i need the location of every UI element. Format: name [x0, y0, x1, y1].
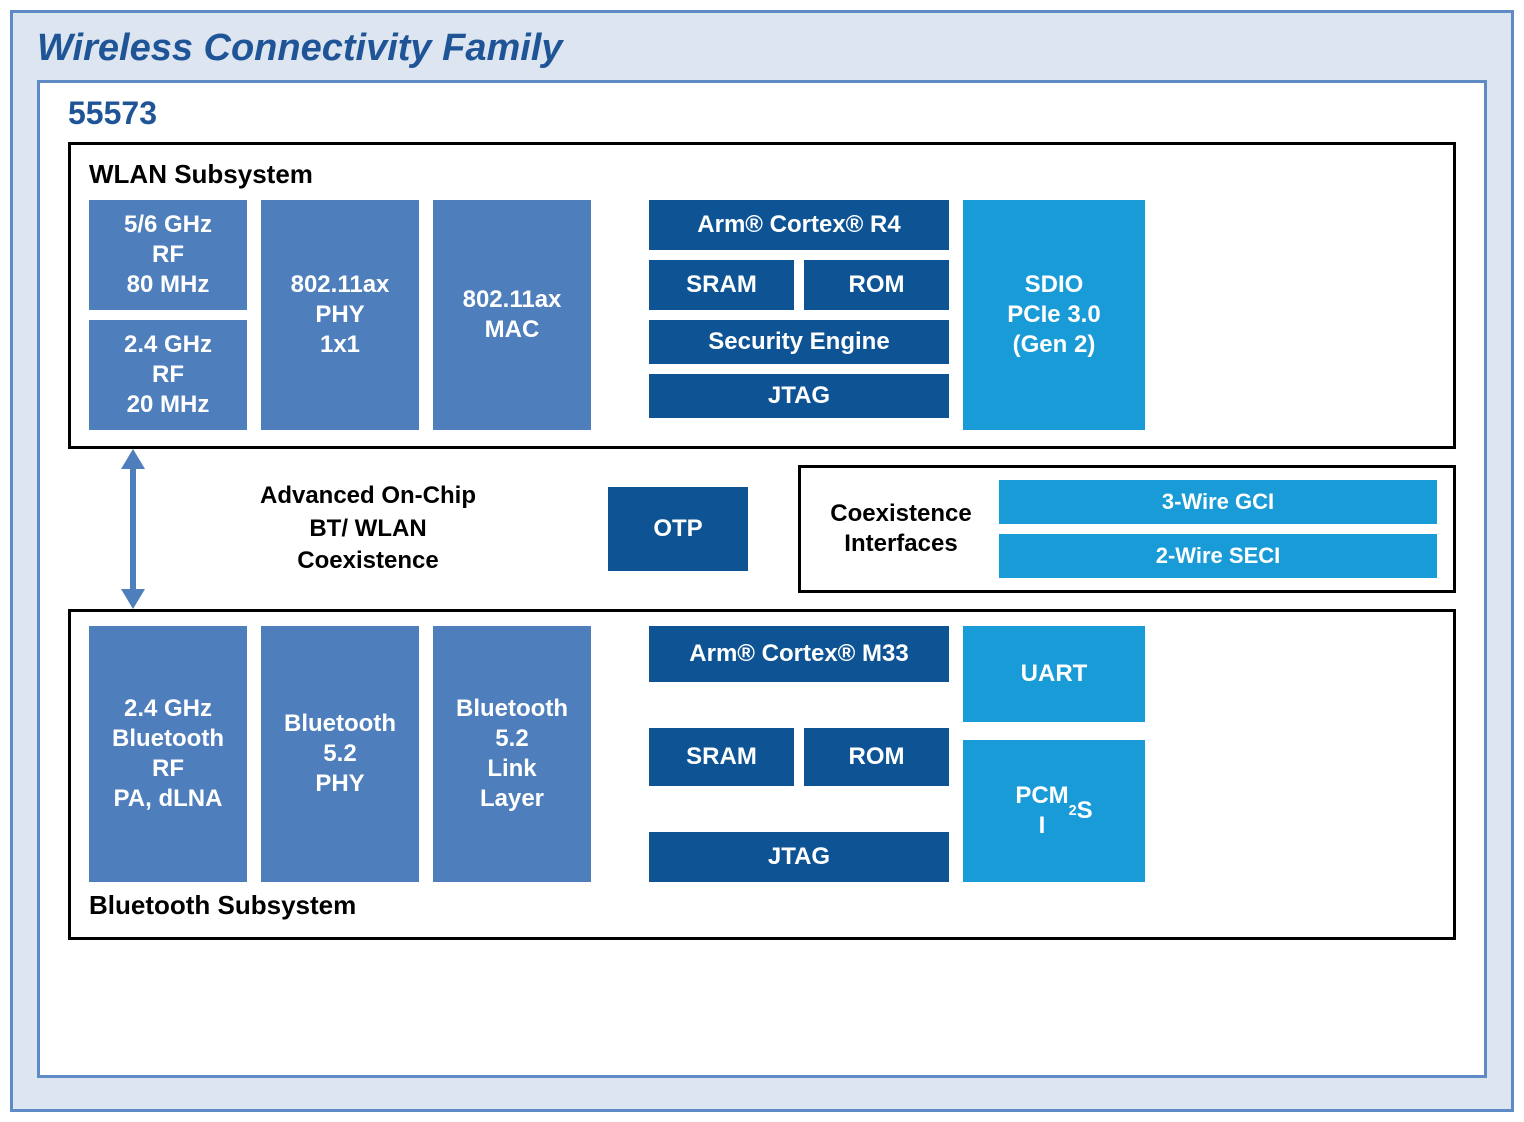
bt-uart-block: UART [963, 626, 1145, 722]
wlan-mem-row: SRAM ROM [649, 260, 949, 310]
bt-title: Bluetooth Subsystem [89, 890, 1435, 921]
otp-block: OTP [608, 487, 748, 571]
bt-subsystem: 2.4 GHzBluetoothRFPA, dLNA Bluetooth5.2P… [68, 609, 1456, 940]
coex-interfaces-box: CoexistenceInterfaces 3-Wire GCI 2-Wire … [798, 465, 1456, 593]
gci-block: 3-Wire GCI [999, 480, 1437, 524]
wlan-sram-block: SRAM [649, 260, 794, 310]
wlan-rf-24-block: 2.4 GHzRF20 MHz [89, 320, 247, 430]
wlan-rf-5g-block: 5/6 GHzRF80 MHz [89, 200, 247, 310]
bt-link-layer-block: Bluetooth5.2LinkLayer [433, 626, 591, 882]
wlan-subsystem: WLAN Subsystem 5/6 GHzRF80 MHz 2.4 GHzRF… [68, 142, 1456, 449]
page-title: Wireless Connectivity Family [37, 27, 1487, 70]
wlan-jtag-block: JTAG [649, 374, 949, 418]
bt-rf-block: 2.4 GHzBluetoothRFPA, dLNA [89, 626, 247, 882]
bt-rom-block: ROM [804, 728, 949, 786]
coex-text: Advanced On-ChipBT/ WLANCoexistence [198, 480, 538, 577]
spacer [605, 200, 635, 430]
wlan-phy-block: 802.11axPHY1x1 [261, 200, 419, 430]
bt-mem-row: SRAM ROM [649, 728, 949, 786]
chip-frame: 55573 WLAN Subsystem 5/6 GHzRF80 MHz 2.4… [37, 80, 1487, 1078]
bt-cpu-block: Arm® Cortex® M33 [649, 626, 949, 682]
coex-interfaces-label: CoexistenceInterfaces [821, 499, 981, 559]
wlan-title: WLAN Subsystem [89, 159, 1435, 190]
coex-items: 3-Wire GCI 2-Wire SECI [999, 480, 1437, 578]
bt-io-col: UART PCMI2S [963, 626, 1145, 882]
bt-phy-block: Bluetooth5.2PHY [261, 626, 419, 882]
spacer [605, 626, 635, 882]
middle-strip: Advanced On-ChipBT/ WLANCoexistence OTP … [68, 449, 1456, 609]
coex-arrow [68, 449, 198, 609]
wlan-security-block: Security Engine [649, 320, 949, 364]
wlan-cpu-block: Arm® Cortex® R4 [649, 200, 949, 250]
bt-cpu-col: Arm® Cortex® M33 SRAM ROM JTAG [649, 626, 949, 882]
bt-sram-block: SRAM [649, 728, 794, 786]
chip-id: 55573 [68, 95, 1456, 132]
wlan-rf-col: 5/6 GHzRF80 MHz 2.4 GHzRF20 MHz [89, 200, 247, 430]
wlan-io-block: SDIOPCIe 3.0(Gen 2) [963, 200, 1145, 430]
wlan-mac-block: 802.11axMAC [433, 200, 591, 430]
bt-jtag-block: JTAG [649, 832, 949, 882]
seci-block: 2-Wire SECI [999, 534, 1437, 578]
wlan-row: 5/6 GHzRF80 MHz 2.4 GHzRF20 MHz 802.11ax… [89, 200, 1435, 430]
wlan-rom-block: ROM [804, 260, 949, 310]
wlan-cpu-col: Arm® Cortex® R4 SRAM ROM Security Engine… [649, 200, 949, 430]
bt-pcm-block: PCMI2S [963, 740, 1145, 882]
bt-row: 2.4 GHzBluetoothRFPA, dLNA Bluetooth5.2P… [89, 626, 1435, 882]
outer-frame: Wireless Connectivity Family 55573 WLAN … [10, 10, 1514, 1112]
